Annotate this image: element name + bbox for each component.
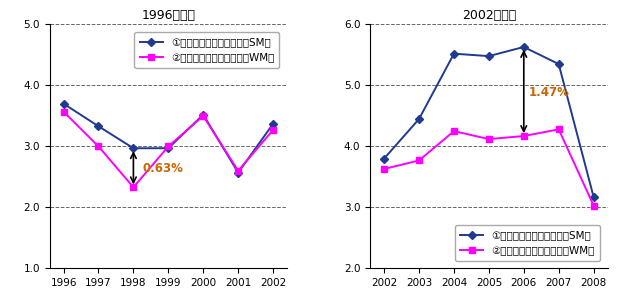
①強い外部モニタリング（SM） bbox=[60, 102, 68, 106]
②弱い外部モニタリング（WM） bbox=[130, 185, 137, 189]
Text: 0.63%: 0.63% bbox=[142, 163, 183, 175]
Title: 1996年基準: 1996年基準 bbox=[141, 9, 195, 22]
Text: 1.47%: 1.47% bbox=[529, 86, 570, 99]
②弱い外部モニタリング（WM） bbox=[381, 167, 388, 171]
①強い外部モニタリング（SM） bbox=[555, 62, 562, 66]
①強い外部モニタリング（SM） bbox=[520, 45, 528, 49]
②弱い外部モニタリング（WM） bbox=[520, 134, 528, 138]
①強い外部モニタリング（SM） bbox=[381, 157, 388, 160]
①強い外部モニタリング（SM） bbox=[590, 195, 597, 199]
②弱い外部モニタリング（WM） bbox=[234, 169, 242, 173]
①強い外部モニタリング（SM） bbox=[234, 171, 242, 174]
②弱い外部モニタリング（WM） bbox=[60, 110, 68, 113]
②弱い外部モニタリング（WM） bbox=[95, 145, 102, 148]
①強い外部モニタリング（SM） bbox=[450, 52, 458, 56]
Line: ①強い外部モニタリング（SM）: ①強い外部モニタリング（SM） bbox=[61, 101, 276, 175]
Legend: ①強い外部モニタリング（SM）, ②弱い外部モニタリング（WM）: ①強い外部モニタリング（SM）, ②弱い外部モニタリング（WM） bbox=[135, 32, 280, 68]
①強い外部モニタリング（SM） bbox=[485, 54, 493, 58]
①強い外部モニタリング（SM） bbox=[269, 122, 277, 126]
①強い外部モニタリング（SM） bbox=[95, 124, 102, 128]
Legend: ①強い外部モニタリング（SM）, ②弱い外部モニタリング（WM）: ①強い外部モニタリング（SM）, ②弱い外部モニタリング（WM） bbox=[455, 225, 600, 261]
②弱い外部モニタリング（WM） bbox=[485, 137, 493, 141]
②弱い外部モニタリング（WM） bbox=[590, 204, 597, 207]
②弱い外部モニタリング（WM） bbox=[555, 127, 562, 131]
②弱い外部モニタリング（WM） bbox=[164, 145, 172, 148]
①強い外部モニタリング（SM） bbox=[415, 117, 423, 121]
①強い外部モニタリング（SM） bbox=[164, 146, 172, 150]
Line: ②弱い外部モニタリング（WM）: ②弱い外部モニタリング（WM） bbox=[381, 127, 596, 208]
Title: 2002年基準: 2002年基準 bbox=[462, 9, 516, 22]
②弱い外部モニタリング（WM） bbox=[450, 129, 458, 133]
Line: ②弱い外部モニタリング（WM）: ②弱い外部モニタリング（WM） bbox=[61, 109, 276, 190]
②弱い外部モニタリング（WM） bbox=[200, 114, 207, 118]
①強い外部モニタリング（SM） bbox=[200, 113, 207, 117]
②弱い外部モニタリング（WM） bbox=[415, 159, 423, 162]
Line: ①強い外部モニタリング（SM）: ①強い外部モニタリング（SM） bbox=[381, 44, 596, 200]
①強い外部モニタリング（SM） bbox=[130, 146, 137, 150]
②弱い外部モニタリング（WM） bbox=[269, 128, 277, 132]
